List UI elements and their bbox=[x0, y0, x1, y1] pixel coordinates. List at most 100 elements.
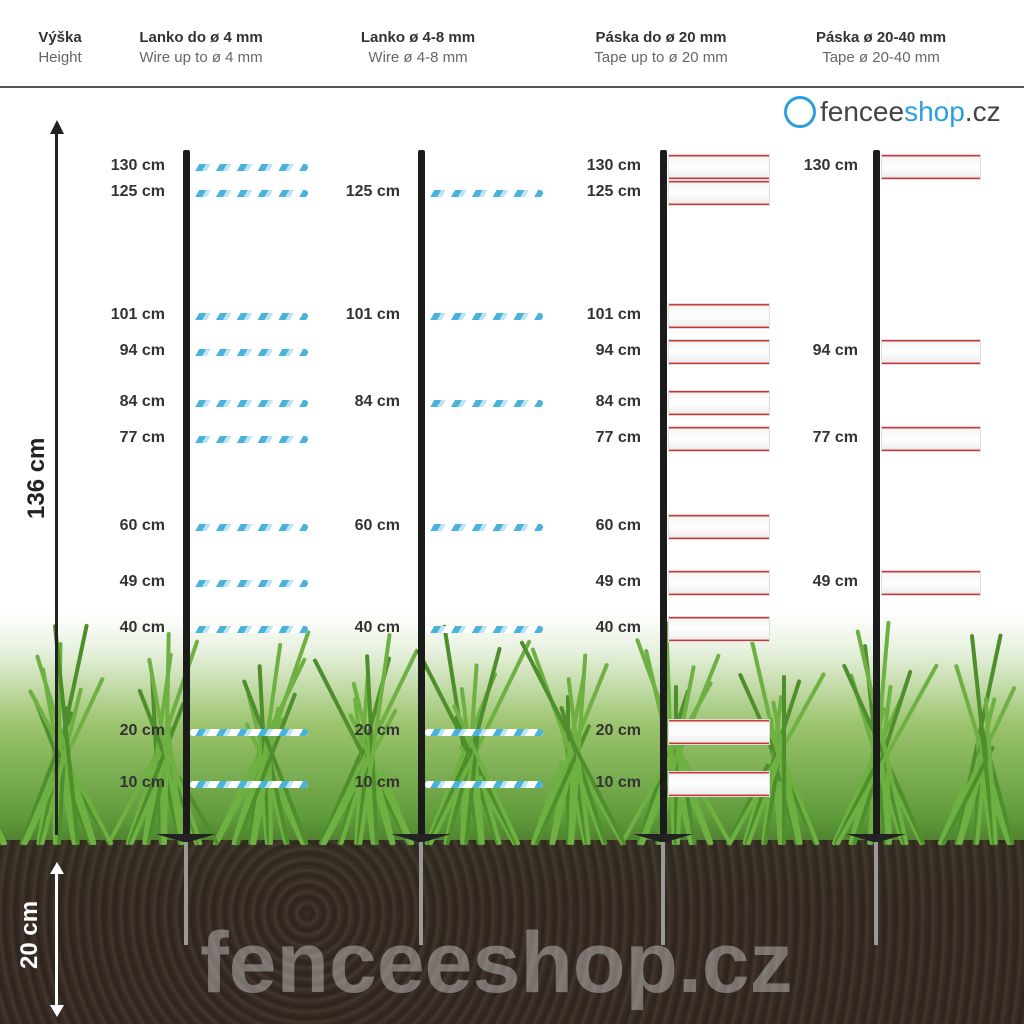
polytape bbox=[668, 719, 770, 746]
height-label: 10 cm bbox=[119, 773, 165, 791]
polywire bbox=[190, 348, 308, 356]
fence-post bbox=[660, 150, 667, 840]
height-arrow-line bbox=[55, 130, 58, 835]
header-en: Tape ø 20-40 mm bbox=[822, 49, 940, 66]
polywire bbox=[425, 312, 543, 320]
height-label: 130 cm bbox=[803, 156, 858, 174]
header-cz: Páska ø 20-40 mm bbox=[815, 29, 947, 46]
header-col4: Páska ø 20-40 mm Tape ø 20-40 mm bbox=[791, 28, 971, 68]
height-label: 20 cm bbox=[354, 722, 400, 740]
polytape bbox=[881, 153, 981, 180]
polywire bbox=[190, 523, 308, 531]
height-label: 60 cm bbox=[354, 516, 400, 534]
height-label: 101 cm bbox=[345, 305, 400, 323]
soil-background bbox=[0, 840, 1024, 1024]
header-divider bbox=[0, 86, 1024, 88]
arrow-up-icon bbox=[50, 862, 64, 874]
header-en: Tape up to ø 20 mm bbox=[594, 49, 728, 66]
height-label: 84 cm bbox=[354, 393, 400, 411]
polytape bbox=[881, 570, 981, 597]
depth-arrow-line bbox=[55, 870, 58, 1010]
polywire bbox=[190, 312, 308, 320]
height-label: 40 cm bbox=[595, 619, 641, 637]
height-label: 130 cm bbox=[586, 156, 641, 174]
logo-icon bbox=[784, 96, 816, 128]
post-foot-step bbox=[846, 834, 906, 842]
header-en: Wire ø 4-8 mm bbox=[368, 49, 468, 66]
height-label: 125 cm bbox=[110, 182, 165, 200]
height-label: 49 cm bbox=[812, 573, 858, 591]
header-col1: Lanko do ø 4 mm Wire up to ø 4 mm bbox=[121, 28, 281, 68]
height-label: 94 cm bbox=[812, 341, 858, 359]
header-cz: Lanko ø 4-8 mm bbox=[360, 29, 476, 46]
arrow-up-icon bbox=[50, 120, 64, 134]
polytape bbox=[881, 338, 981, 365]
polywire bbox=[425, 523, 543, 531]
fence-post bbox=[183, 150, 190, 840]
polywire bbox=[425, 189, 543, 197]
watermark: fenceeshop.cz bbox=[200, 915, 793, 1011]
height-label: 84 cm bbox=[595, 393, 641, 411]
height-label: 77 cm bbox=[119, 429, 165, 447]
height-label: 77 cm bbox=[812, 429, 858, 447]
post-foot-step bbox=[633, 834, 693, 842]
polytape bbox=[668, 570, 770, 597]
polytape bbox=[668, 513, 770, 540]
polytape bbox=[668, 616, 770, 643]
height-label: 125 cm bbox=[345, 182, 400, 200]
height-label: 77 cm bbox=[595, 429, 641, 447]
polytape bbox=[668, 770, 770, 797]
height-label: 125 cm bbox=[586, 182, 641, 200]
post-spike bbox=[419, 840, 423, 945]
polywire bbox=[190, 189, 308, 197]
header-col3: Páska do ø 20 mm Tape up to ø 20 mm bbox=[571, 28, 751, 68]
height-label: 94 cm bbox=[119, 341, 165, 359]
fence-post bbox=[873, 150, 880, 840]
logo: fencee shop .cz bbox=[784, 96, 1001, 128]
polywire bbox=[190, 580, 308, 588]
polytape bbox=[668, 302, 770, 329]
height-label: 84 cm bbox=[119, 393, 165, 411]
header-cz: Lanko do ø 4 mm bbox=[139, 29, 263, 46]
polytape bbox=[668, 338, 770, 365]
header-height: Výška Height bbox=[30, 28, 90, 68]
polywire bbox=[190, 626, 308, 634]
height-label: 94 cm bbox=[595, 341, 641, 359]
polywire bbox=[190, 436, 308, 444]
height-label: 130 cm bbox=[110, 156, 165, 174]
height-label: 49 cm bbox=[595, 573, 641, 591]
height-label: 20 cm bbox=[119, 722, 165, 740]
height-label: 20 cm bbox=[595, 722, 641, 740]
height-label: 40 cm bbox=[354, 619, 400, 637]
polywire bbox=[425, 780, 543, 788]
height-label: 60 cm bbox=[595, 516, 641, 534]
arrow-down-icon bbox=[50, 1005, 64, 1017]
post-spike bbox=[874, 840, 878, 945]
logo-text-1: fencee bbox=[820, 96, 905, 127]
post-spike bbox=[661, 840, 665, 945]
polywire bbox=[425, 729, 543, 737]
height-above-label: 136 cm bbox=[23, 437, 50, 519]
fence-post bbox=[418, 150, 425, 840]
polywire bbox=[190, 400, 308, 408]
header-col2: Lanko ø 4-8 mm Wire ø 4-8 mm bbox=[338, 28, 498, 68]
height-label: 101 cm bbox=[110, 305, 165, 323]
polywire bbox=[190, 163, 308, 171]
polytape bbox=[881, 426, 981, 453]
polywire bbox=[425, 626, 543, 634]
polytape bbox=[668, 426, 770, 453]
header-cz: Páska do ø 20 mm bbox=[595, 29, 727, 46]
header-cz: Výška bbox=[38, 29, 82, 46]
polytape bbox=[668, 390, 770, 417]
height-label: 40 cm bbox=[119, 619, 165, 637]
post-spike bbox=[184, 840, 188, 945]
polywire bbox=[190, 780, 308, 788]
post-foot-step bbox=[156, 834, 216, 842]
height-label: 10 cm bbox=[354, 773, 400, 791]
logo-text-2: shop bbox=[904, 96, 965, 127]
post-foot-step bbox=[391, 834, 451, 842]
height-label: 49 cm bbox=[119, 573, 165, 591]
height-label: 10 cm bbox=[595, 773, 641, 791]
height-label: 101 cm bbox=[586, 305, 641, 323]
grass-blade bbox=[782, 675, 786, 845]
